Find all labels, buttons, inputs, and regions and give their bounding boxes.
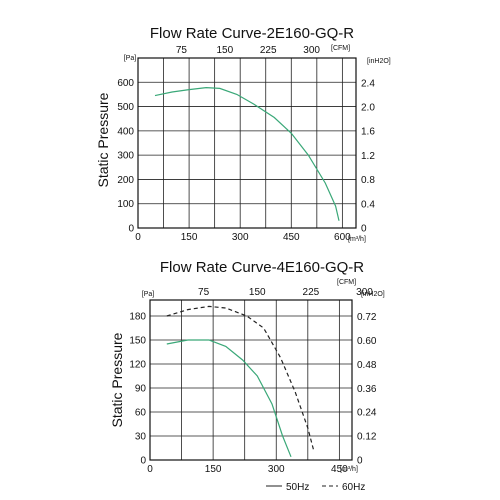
plot-frame <box>137 57 357 229</box>
grid <box>149 300 352 461</box>
x-tick-label: 150 <box>181 232 198 243</box>
top-tick-label: 75 <box>176 45 188 56</box>
left-unit-label: [Pa] <box>142 291 155 298</box>
legend-label-60hz: 60Hz <box>342 482 365 493</box>
top-unit-label: [CFM] <box>331 45 350 52</box>
right-tick-label: 0.48 <box>357 360 377 371</box>
top-unit-label: [CFM] <box>337 279 356 286</box>
x-tick-label: 450 <box>283 232 300 243</box>
right-tick-label: 0.12 <box>357 432 377 443</box>
y-tick-label: 120 <box>129 360 146 371</box>
top-tick-label: 300 <box>356 287 373 298</box>
x-tick-label: 0 <box>135 232 141 243</box>
y-tick-label: 60 <box>135 408 147 419</box>
right-tick-label: 2.4 <box>361 78 375 89</box>
bottom-unit-label: [m³/h] <box>340 466 358 473</box>
right-tick-label: 0.24 <box>357 408 377 419</box>
right-unit-label: [inH2O] <box>361 291 385 298</box>
y-tick-label: 400 <box>117 126 134 137</box>
right-tick-label: 2.0 <box>361 103 375 114</box>
x-tick-label: 0 <box>147 464 153 475</box>
chart-title: Flow Rate Curve-4E160-GQ-R <box>160 259 364 276</box>
right-tick-label: 0.8 <box>361 175 375 186</box>
right-tick-label: 0 <box>357 456 363 467</box>
y-tick-label: 600 <box>117 78 134 89</box>
right-tick-label: 1.2 <box>361 151 375 162</box>
right-tick-label: 0 <box>361 224 367 235</box>
y-tick-label: 500 <box>117 102 134 113</box>
y-tick-label: 100 <box>117 199 134 210</box>
right-tick-label: 0.72 <box>357 312 377 323</box>
series-line-0 <box>154 86 340 221</box>
y-tick-label: 90 <box>135 384 147 395</box>
x-tick-label: 300 <box>232 232 249 243</box>
x-tick-label: 150 <box>205 464 222 475</box>
grid <box>137 58 356 229</box>
legend-label-50hz: 50Hz <box>286 482 309 493</box>
top-tick-label: 300 <box>303 45 320 56</box>
bottom-unit-label: [m³/h] <box>348 236 366 243</box>
top-tick-label: 225 <box>303 287 320 298</box>
y-tick-label: 150 <box>129 336 146 347</box>
y-tick-label: 0 <box>128 224 134 235</box>
top-tick-label: 225 <box>260 45 277 56</box>
y-tick-label: 30 <box>135 432 147 443</box>
y-tick-label: 180 <box>129 312 146 323</box>
chart-4e160: Flow Rate Curve-4E160-GQ-R Static Pressu… <box>109 259 385 493</box>
x-tick-label: 450 <box>331 464 348 475</box>
x-tick-label: 600 <box>334 232 351 243</box>
x-tick-label: 300 <box>268 464 285 475</box>
right-tick-label: 0.36 <box>357 384 377 395</box>
top-tick-label: 150 <box>216 45 233 56</box>
legend: 50Hz 60Hz <box>266 482 365 493</box>
right-tick-label: 0.4 <box>361 199 375 210</box>
y-tick-label: 300 <box>117 151 134 162</box>
chart-title: Flow Rate Curve-2E160-GQ-R <box>150 25 354 42</box>
right-tick-label: 0.60 <box>357 336 377 347</box>
right-tick-label: 1.6 <box>361 127 375 138</box>
chart-2e160: Flow Rate Curve-2E160-GQ-R Static Pressu… <box>95 25 391 243</box>
top-tick-label: 75 <box>198 287 210 298</box>
right-unit-label: [inH2O] <box>367 58 391 65</box>
plot-frame <box>149 299 353 461</box>
series-line-0 <box>166 339 292 458</box>
y-axis-label: Static Pressure <box>95 92 111 187</box>
top-tick-label: 150 <box>249 287 266 298</box>
y-tick-label: 200 <box>117 175 134 186</box>
series-line-1 <box>166 305 315 453</box>
y-tick-label: 0 <box>140 456 146 467</box>
y-axis-label: Static Pressure <box>109 332 125 427</box>
left-unit-label: [Pa] <box>124 55 137 62</box>
